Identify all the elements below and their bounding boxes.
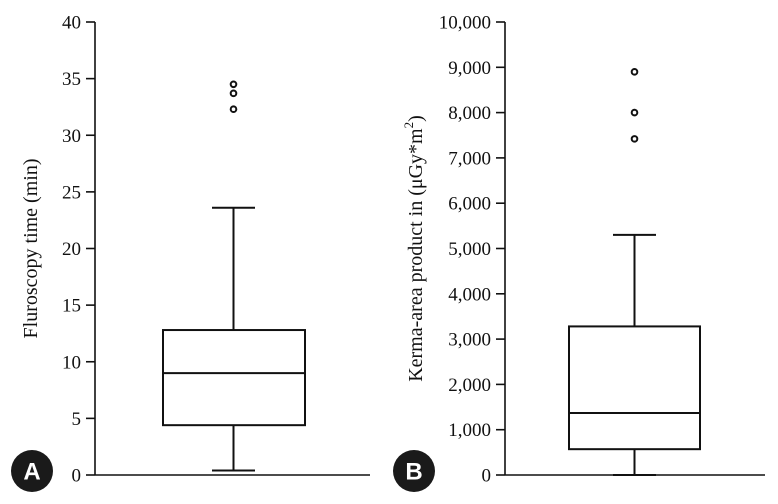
panel-b-y-tick-label: 10,000 [439, 13, 491, 34]
panel-b-y-tick-label: 8,000 [448, 103, 491, 124]
panel-a-badge-letter: A [23, 459, 40, 486]
panel-a-y-tick-label: 20 [62, 239, 81, 260]
panel-b-y-tick-label: 5,000 [448, 239, 491, 260]
panel-a-badge [11, 450, 53, 492]
panel-b-y-axis-label-end: ) [405, 115, 427, 122]
panel-b-y-tick-label: 0 [482, 466, 492, 487]
panel-a-iqr-box [162, 329, 306, 427]
panel-b-badge [393, 450, 435, 492]
panel-a-y-tick-label: 15 [62, 296, 81, 317]
panel-a-y-tick-label: 40 [62, 13, 81, 34]
panel-b-outlier-point [630, 68, 639, 76]
panel-a-y-tick-label: 5 [72, 409, 82, 430]
panel-b-y-axis-label: Kerma-area product in (μGy*m2) [401, 115, 427, 382]
panel-a-outlier-point [229, 105, 238, 114]
panel-a-outlier-point [229, 89, 238, 98]
panel-b-y-tick-label: 3,000 [448, 330, 491, 351]
panel-a-outlier-point [229, 80, 238, 89]
panel-b-badge-letter: B [405, 459, 422, 486]
panel-b-y-tick-label: 4,000 [448, 284, 491, 305]
panel-b-y-tick-label: 6,000 [448, 194, 491, 215]
panel-a-y-tick-label: 25 [62, 182, 81, 203]
panel-a-y-tick-label: 10 [62, 352, 81, 373]
panel-b-y-tick-label: 2,000 [448, 375, 491, 396]
panel-b-y-tick-label: 9,000 [448, 58, 491, 79]
panel-b-outlier-point [630, 135, 639, 143]
panel-a-y-tick-label: 35 [62, 69, 81, 90]
panel-b-outlier-point [630, 108, 639, 117]
panel-b-y-axis-label-main: Kerma-area product in (μGy*m [405, 128, 427, 382]
panel-b-iqr-box [568, 325, 701, 451]
panel-a-y-tick-label: 0 [72, 466, 82, 487]
panel-b: Kerma-area product in (μGy*m2) 0 1,000 2,0… [393, 13, 765, 492]
panel-a-y-axis-label: Fluroscopy time (min) [20, 159, 42, 339]
panel-b-y-axis-label-superscript: 2 [401, 122, 416, 129]
panel-a-y-tick-label: 30 [62, 126, 81, 147]
panel-a: Fluroscopy time (min) 0 5 10 15 20 25 30 35 40 A [11, 13, 370, 492]
panel-b-y-tick-label: 7,000 [448, 148, 491, 169]
panel-b-y-tick-label: 1,000 [448, 420, 491, 441]
